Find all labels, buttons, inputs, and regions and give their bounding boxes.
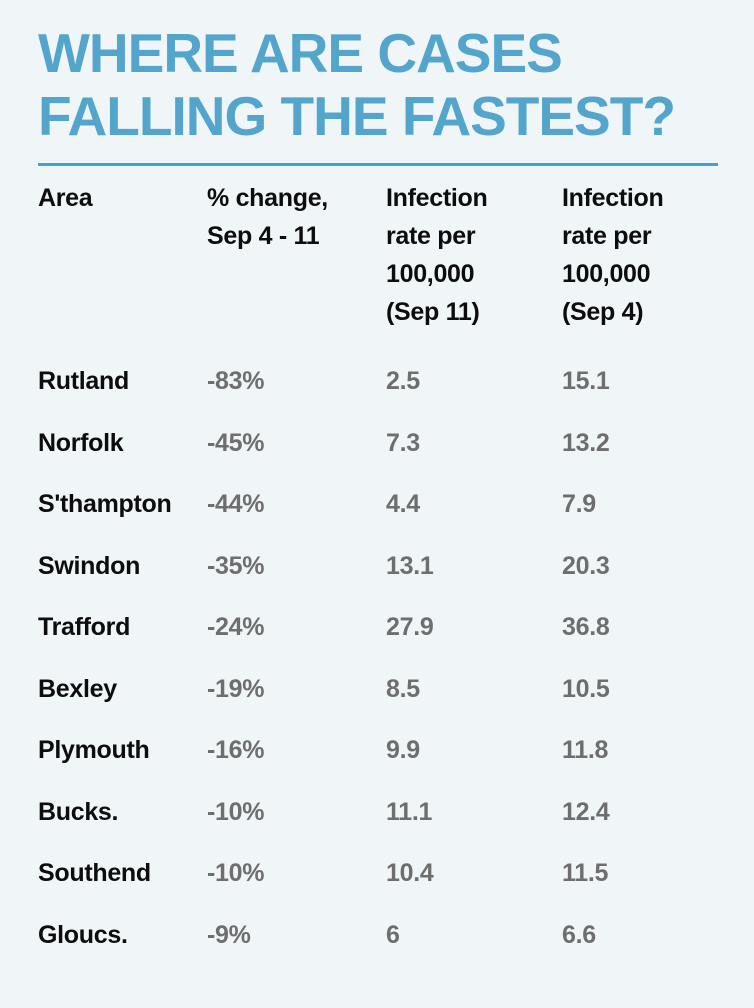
column-header-rate-sep11: Infection rate per 100,000 (Sep 11) xyxy=(386,184,488,326)
pct-change-cell: -16% xyxy=(207,736,265,765)
table-row: Gloucs. -9% 6 6.6 xyxy=(38,905,718,967)
area-cell: Swindon xyxy=(38,551,141,580)
pct-change-cell: -35% xyxy=(207,551,265,580)
rate-sep11-cell: 11.1 xyxy=(386,797,433,826)
rate-sep11-cell: 8.5 xyxy=(386,674,420,703)
area-cell: Southend xyxy=(38,859,151,888)
area-cell: Norfolk xyxy=(38,428,124,457)
rate-sep4-cell: 10.5 xyxy=(562,674,610,703)
area-cell: Bucks. xyxy=(38,797,119,826)
table-body: Rutland -83% 2.5 15.1 Norfolk -45% 7.3 13.2 S'th… xyxy=(38,351,718,966)
column-header-area: Area xyxy=(38,184,93,212)
table-row: Norfolk -45% 7.3 13.2 xyxy=(38,413,718,475)
rate-sep4-cell: 11.5 xyxy=(562,859,609,888)
rate-sep4-cell: 12.4 xyxy=(562,797,610,826)
pct-change-cell: -44% xyxy=(207,490,265,519)
table-row: S'thampton -44% 4.4 7.9 xyxy=(38,474,718,536)
area-cell: Rutland xyxy=(38,367,129,396)
rate-sep11-cell: 4.4 xyxy=(386,490,420,519)
pct-change-cell: -10% xyxy=(207,859,265,888)
rate-sep4-cell: 11.8 xyxy=(562,736,609,765)
pct-change-cell: -83% xyxy=(207,367,265,396)
table-row: Plymouth -16% 9.9 11.8 xyxy=(38,720,718,782)
table-row: Swindon -35% 13.1 20.3 xyxy=(38,536,718,598)
page-title: WHERE ARE CASES FALLING THE FASTEST? xyxy=(38,22,676,147)
table-row: Southend -10% 10.4 11.5 xyxy=(38,843,718,905)
rate-sep11-cell: 9.9 xyxy=(386,736,420,765)
pct-change-cell: -45% xyxy=(207,428,265,457)
rate-sep4-cell: 20.3 xyxy=(562,551,610,580)
table-row: Trafford -24% 27.9 36.8 xyxy=(38,597,718,659)
column-header-pct-change: % change, Sep 4 - 11 xyxy=(207,184,328,250)
rate-sep4-cell: 15.1 xyxy=(562,367,610,396)
title-divider-line xyxy=(38,163,718,166)
rate-sep4-cell: 7.9 xyxy=(562,490,596,519)
rate-sep11-cell: 10.4 xyxy=(386,859,434,888)
rate-sep11-cell: 13.1 xyxy=(386,551,434,580)
rate-sep11-cell: 7.3 xyxy=(386,428,420,457)
rate-sep4-cell: 36.8 xyxy=(562,613,610,642)
rate-sep11-cell: 6 xyxy=(386,920,400,949)
pct-change-cell: -9% xyxy=(207,920,251,949)
column-header-rate-sep4: Infection rate per 100,000 (Sep 4) xyxy=(562,184,664,326)
table-row: Rutland -83% 2.5 15.1 xyxy=(38,351,718,413)
table-header-row: Area % change, Sep 4 - 11 Infection rate… xyxy=(38,179,718,331)
cases-table: Area % change, Sep 4 - 11 Infection rate… xyxy=(38,179,718,966)
pct-change-cell: -19% xyxy=(207,674,265,703)
rate-sep4-cell: 6.6 xyxy=(562,920,596,949)
pct-change-cell: -24% xyxy=(207,613,265,642)
pct-change-cell: -10% xyxy=(207,797,265,826)
rate-sep4-cell: 13.2 xyxy=(562,428,610,457)
area-cell: Bexley xyxy=(38,674,117,703)
area-cell: S'thampton xyxy=(38,490,172,519)
rate-sep11-cell: 2.5 xyxy=(386,367,420,396)
area-cell: Plymouth xyxy=(38,736,150,765)
area-cell: Gloucs. xyxy=(38,920,128,949)
area-cell: Trafford xyxy=(38,613,131,642)
table-row: Bexley -19% 8.5 10.5 xyxy=(38,659,718,721)
rate-sep11-cell: 27.9 xyxy=(386,613,434,642)
table-row: Bucks. -10% 11.1 12.4 xyxy=(38,782,718,844)
